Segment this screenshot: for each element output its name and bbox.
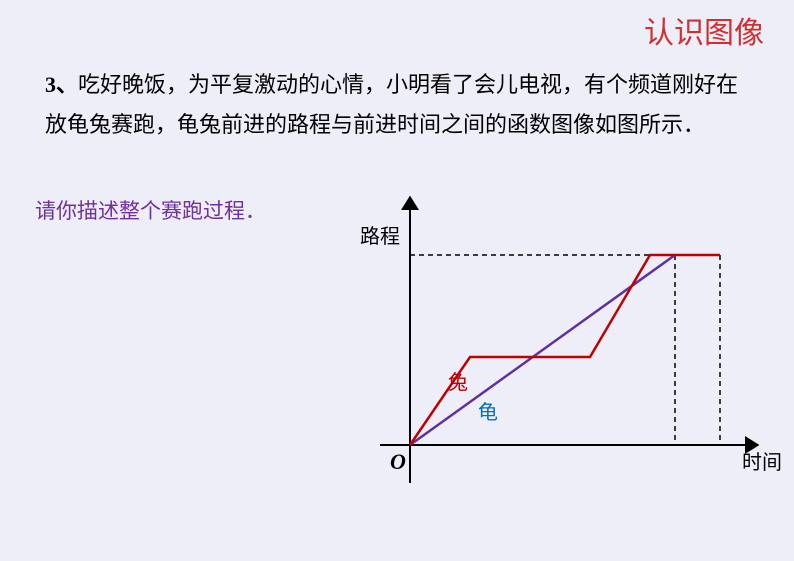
question-prompt: 请你描述整个赛跑过程． xyxy=(35,195,266,225)
chart-container xyxy=(350,195,780,505)
problem-number: 3、 xyxy=(45,72,78,97)
problem-statement: 3、吃好晚饭，为平复激动的心情，小明看了会儿电视，有个频道刚好在放龟兔赛跑，龟兔… xyxy=(45,65,749,144)
page-header: 认识图像 xyxy=(644,8,764,52)
chart-svg xyxy=(350,195,780,505)
problem-body: 吃好晚饭，为平复激动的心情，小明看了会儿电视，有个频道刚好在放龟兔赛跑，龟兔前进… xyxy=(45,72,738,137)
